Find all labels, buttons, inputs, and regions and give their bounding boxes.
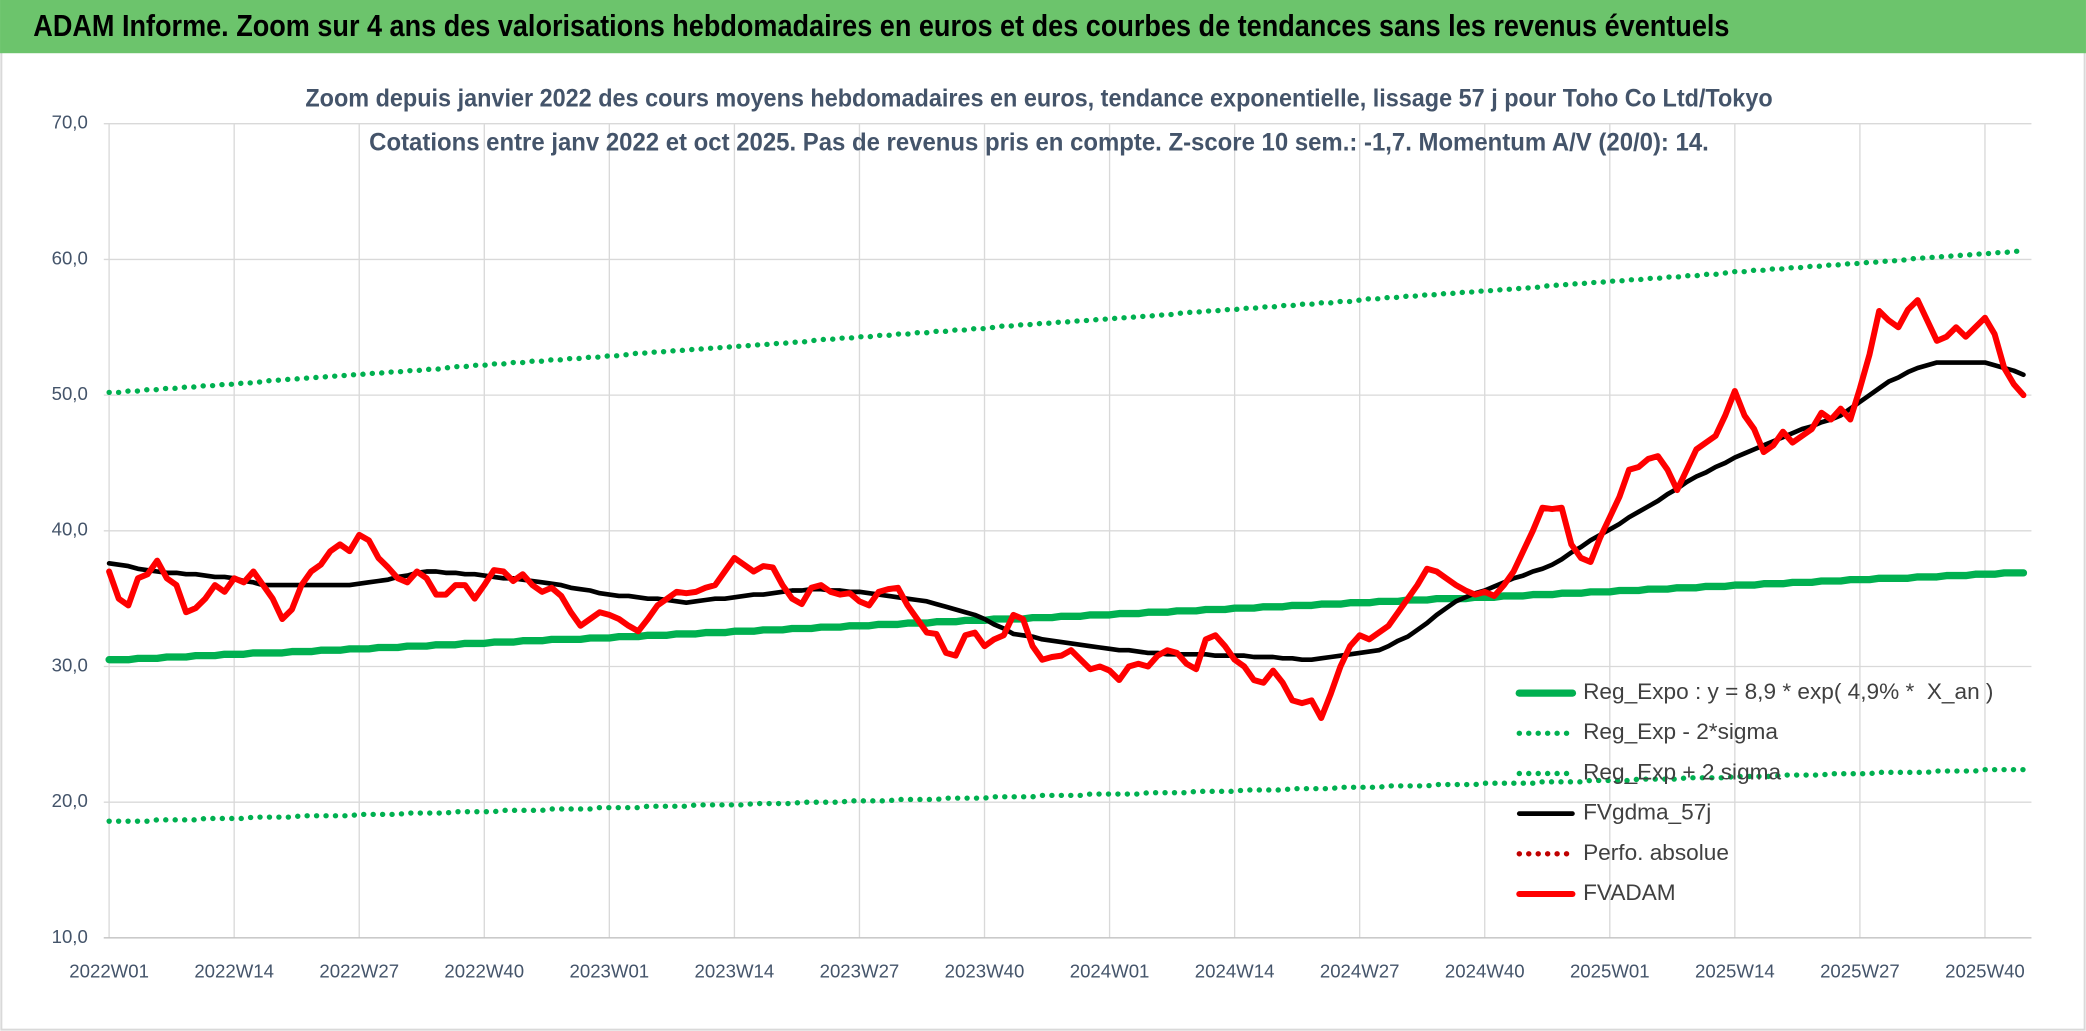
x-tick-label: 2022W01	[69, 960, 149, 981]
plot-area: 10,0 20,0 30,0 40,0 50,0 60,0 70,0 2022W01 2022W…	[52, 112, 2032, 981]
chart-subtitle: Cotations entre janv 2022 et oct 2025. P…	[369, 128, 1709, 156]
y-tick-label: 60,0	[52, 247, 88, 268]
x-tick-label: 2023W01	[570, 960, 650, 981]
x-tick-label: 2023W14	[695, 960, 775, 981]
legend-label: FVADAM	[1583, 880, 1676, 905]
x-tick-label: 2025W01	[1570, 960, 1650, 981]
y-tick-label: 30,0	[52, 654, 88, 675]
y-tick-label: 20,0	[52, 790, 88, 811]
x-tick-label: 2022W40	[444, 960, 524, 981]
x-tick-label: 2025W14	[1695, 960, 1775, 981]
title-backdrop	[300, 79, 1780, 164]
x-tick-label: 2022W14	[194, 960, 274, 981]
header-banner	[0, 0, 2086, 54]
y-tick-label: 70,0	[52, 112, 88, 133]
y-tick-label: 10,0	[52, 926, 88, 947]
y-tick-label: 40,0	[52, 519, 88, 540]
x-tick-label: 2024W27	[1320, 960, 1400, 981]
x-tick-label: 2022W27	[319, 960, 399, 981]
series-line	[105, 569, 2028, 664]
legend-label: Perfo. absolue	[1583, 840, 1729, 865]
x-tick-label: 2024W40	[1445, 960, 1525, 981]
x-tick-label: 2024W01	[1070, 960, 1150, 981]
chart-title: Zoom depuis janvier 2022 des cours moyen…	[305, 84, 1772, 112]
series-line	[106, 248, 2027, 396]
x-tick-label: 2023W40	[945, 960, 1025, 981]
header-title: ADAM Informe. Zoom sur 4 ans des valoris…	[33, 9, 1729, 43]
legend-label: Reg_Exp - 2*sigma	[1583, 719, 1778, 744]
legend-label: Reg_Exp + 2 sigma	[1583, 759, 1781, 784]
x-tick-label: 2023W27	[820, 960, 900, 981]
legend-label: FVgdma_57j	[1583, 800, 1711, 825]
series-line	[106, 360, 2026, 663]
x-tick-label: 2025W27	[1820, 960, 1900, 981]
x-tick-label: 2025W40	[1945, 960, 2025, 981]
y-tick-label: 50,0	[52, 383, 88, 404]
legend-label: Reg_Expo : y = 8,9 * exp( 4,9% * X_an )	[1583, 679, 1993, 704]
series-line	[106, 297, 2027, 722]
series-line	[106, 766, 2027, 824]
x-tick-label: 2024W14	[1195, 960, 1275, 981]
